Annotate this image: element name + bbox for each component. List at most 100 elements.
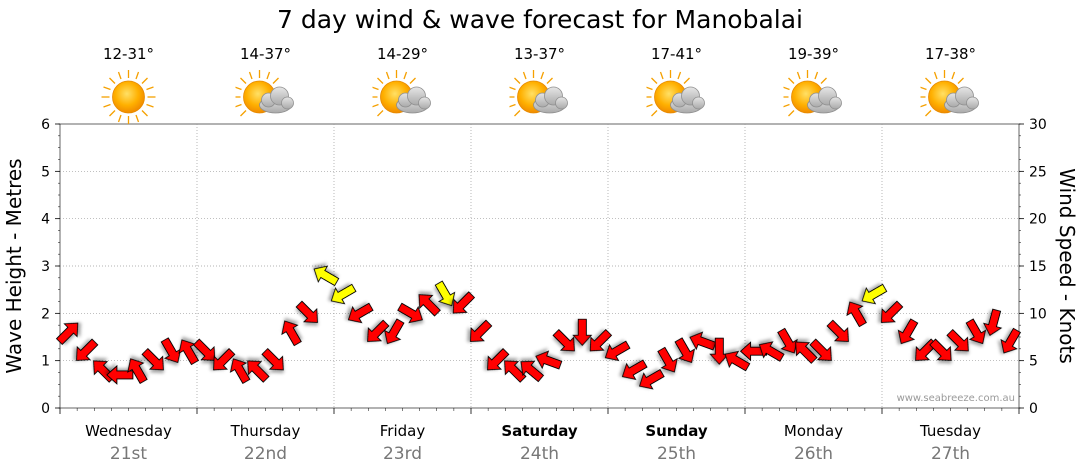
wind-arrow — [709, 337, 730, 365]
day-column-wednesday: 12-31° Wednesday 21st — [85, 45, 172, 464]
wind-arrow — [880, 300, 904, 323]
wind-arrow — [965, 318, 987, 345]
sun-cloud-icon — [509, 69, 569, 117]
y-left-tick-label: 0 — [41, 401, 50, 417]
y-axis-left: 0 1 2 3 4 5 6 — [41, 117, 50, 417]
wind-arrow — [434, 280, 456, 307]
wind-arrow — [724, 350, 751, 372]
day-column-thursday: 14-37° Thursday 22nd — [230, 45, 301, 464]
sun-cloud-icon — [920, 69, 980, 117]
sun-cloud-icon — [235, 69, 295, 117]
wind-arrow — [55, 322, 79, 345]
wind-arrow — [178, 339, 199, 366]
wind-arrow — [552, 329, 575, 352]
wind-arrow — [638, 369, 665, 390]
y-right-tick-label: 20 — [1029, 212, 1047, 228]
y-axis-right: 0 5 10 15 20 25 30 — [1029, 117, 1047, 417]
day-label: Monday — [784, 422, 843, 440]
y-right-tick-label: 15 — [1029, 259, 1047, 275]
day-label: Friday — [380, 422, 426, 440]
temperature-range: 13-37° — [514, 45, 565, 63]
wind-arrow — [758, 341, 785, 362]
wind-arrow — [795, 341, 818, 364]
y-left-tick-label: 1 — [41, 354, 50, 370]
temperature-range: 14-37° — [240, 45, 291, 63]
date-label: 22nd — [244, 444, 287, 464]
wind-arrow — [689, 331, 717, 351]
day-label: Thursday — [230, 422, 301, 440]
date-label: 24th — [520, 444, 559, 464]
wind-arrow — [604, 340, 631, 362]
wind-arrows — [55, 265, 1021, 390]
wind-arrow — [247, 360, 270, 383]
wind-arrow — [469, 319, 493, 342]
wind-arrow — [946, 329, 969, 352]
wind-arrow — [160, 337, 182, 364]
chart-title: 7 day wind & wave forecast for Manobalai — [277, 5, 803, 34]
wind-arrow — [846, 301, 867, 328]
wind-arrow — [897, 318, 919, 345]
day-label: Wednesday — [85, 422, 172, 440]
temperature-range: 14-29° — [377, 45, 428, 63]
wind-arrow — [127, 358, 148, 384]
y-left-tick-label: 5 — [41, 164, 50, 180]
date-label: 27th — [931, 444, 970, 464]
wind-arrow — [397, 302, 423, 324]
date-label: 25th — [657, 444, 696, 464]
wind-arrow — [452, 291, 476, 314]
day-columns: 12-31°Wednesday21st14-37°Thursday22nd14-… — [85, 45, 981, 464]
sun-cloud-icon — [372, 69, 432, 117]
wind-arrow — [504, 360, 527, 383]
sun-cloud-icon — [783, 69, 843, 117]
day-column-tuesday: 17-38° Tuesday 27th — [919, 45, 981, 464]
day-column-friday: 14-29° Friday 23rd — [372, 45, 432, 464]
wind-arrow — [621, 359, 648, 381]
wind-arrow — [367, 319, 390, 342]
wind-arrow — [929, 338, 952, 361]
y-axis-right-title: Wind Speed - Knots — [1055, 168, 1079, 364]
wind-arrow — [572, 318, 593, 346]
wind-arrow — [418, 294, 441, 317]
date-label: 26th — [794, 444, 833, 464]
date-label: 21st — [110, 444, 147, 464]
y-left-tick-label: 3 — [41, 259, 50, 275]
y-left-tick-label: 2 — [41, 306, 50, 322]
wind-arrow — [674, 337, 696, 364]
wind-arrow — [1000, 327, 1021, 354]
wind-arrow — [520, 360, 545, 383]
grid-lines — [60, 124, 1019, 408]
y-axis-left-title: Wave Height - Metres — [2, 158, 26, 373]
day-label: Sunday — [645, 422, 708, 440]
y-left-tick-label: 6 — [41, 117, 50, 133]
y-right-tick-label: 10 — [1029, 306, 1047, 322]
wind-arrow — [261, 348, 284, 371]
wind-arrow — [383, 318, 405, 345]
y-right-tick-label: 30 — [1029, 117, 1047, 133]
y-right-tick-label: 5 — [1029, 354, 1038, 370]
wind-arrow — [281, 320, 302, 347]
day-column-monday: 19-39° Monday 26th — [783, 45, 843, 464]
plot-frame — [59, 123, 1020, 409]
temperature-range: 19-39° — [788, 45, 839, 63]
date-label: 23rd — [383, 444, 422, 464]
watermark: www.seabreeze.com.au — [897, 393, 1015, 404]
wind-arrow — [487, 348, 510, 371]
temperature-range: 17-41° — [651, 45, 702, 63]
wind-arrow — [295, 300, 318, 323]
wind-arrow — [535, 350, 563, 370]
y-left-tick-label: 4 — [41, 212, 50, 228]
y-right-tick-label: 0 — [1029, 401, 1038, 417]
temperature-range: 17-38° — [925, 45, 976, 63]
sun-icon — [100, 69, 157, 125]
day-label: Saturday — [501, 422, 578, 440]
temperature-range: 12-31° — [103, 45, 154, 63]
wind-arrow — [861, 283, 888, 305]
day-label: Tuesday — [919, 422, 981, 440]
sun-cloud-icon — [646, 69, 706, 117]
y-right-tick-label: 25 — [1029, 164, 1047, 180]
day-column-saturday: 13-37° Saturday 24th — [501, 45, 578, 464]
wind-arrow — [330, 283, 357, 305]
wind-arrow — [229, 358, 251, 384]
axis-ticks — [55, 123, 1024, 414]
